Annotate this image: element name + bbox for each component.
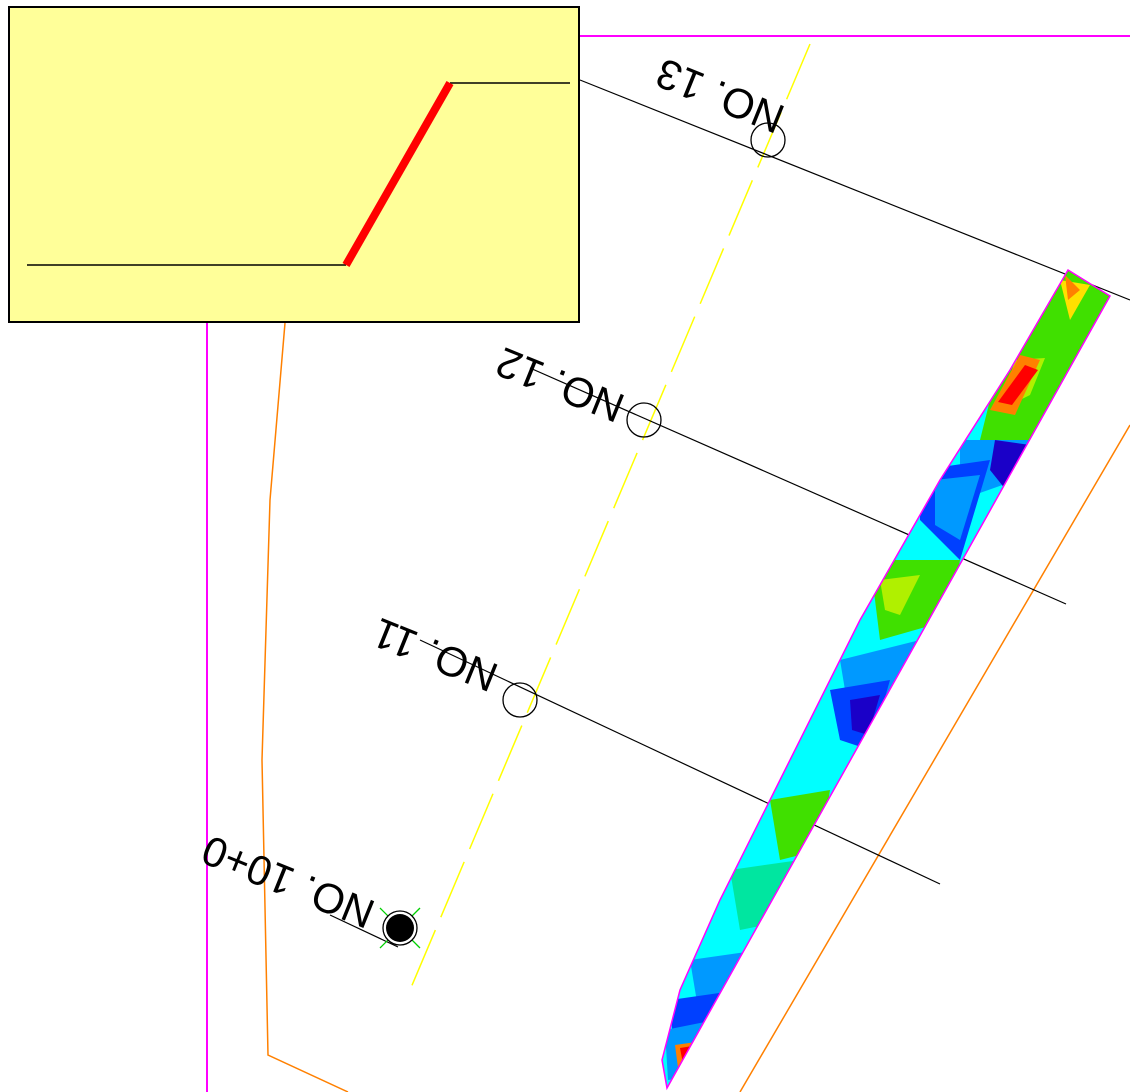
road-edge-left	[261, 322, 349, 1092]
station-13-marker	[750, 122, 786, 158]
station-12-marker	[626, 402, 662, 438]
slope-line	[342, 81, 454, 267]
station-11-label: NO. 11	[366, 609, 504, 701]
heatmap-strip-outline	[661, 268, 1112, 1091]
centerline	[409, 43, 811, 991]
cross-section-profile	[27, 81, 570, 267]
section-line-11	[419, 639, 941, 885]
station-10-start-marker[interactable]	[379, 907, 421, 949]
heatmap-strip	[661, 268, 1112, 1091]
section-line-12	[529, 367, 1067, 605]
station-13-label: NO. 13	[650, 49, 791, 142]
road-edge-lines	[261, 322, 1130, 1092]
station-10-label: NO. 10+0	[195, 826, 380, 937]
station-12-label: NO. 12	[490, 338, 631, 431]
road-edge-right	[739, 424, 1130, 1092]
cross-section-panel	[8, 6, 580, 323]
section-line-13	[579, 79, 1130, 301]
station-11-marker	[502, 682, 538, 718]
station-markers	[379, 122, 786, 949]
project-boundary	[206, 35, 1130, 1092]
